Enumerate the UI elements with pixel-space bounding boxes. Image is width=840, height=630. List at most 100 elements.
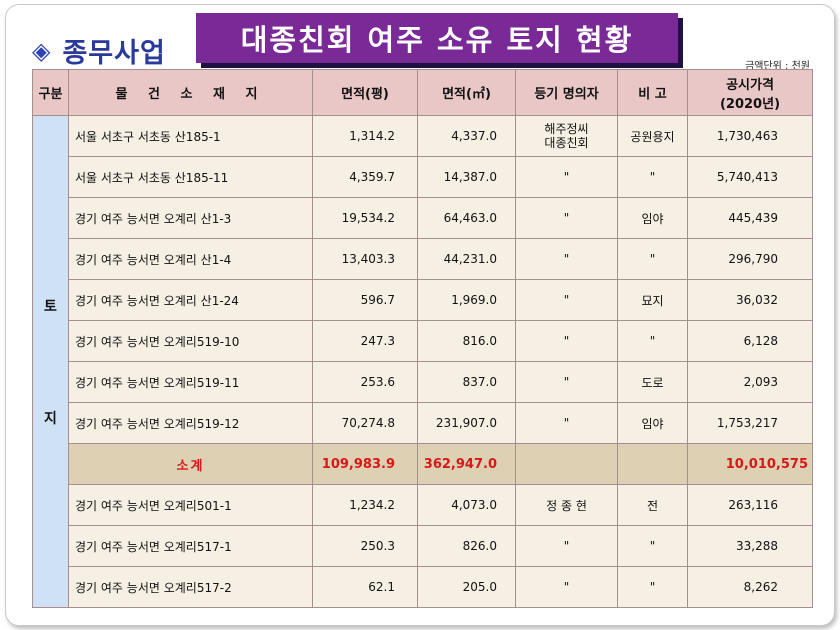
gubun-cell: 토 지 bbox=[32, 115, 69, 608]
table-row: 경기 여주 능서면 오계리 산1-4 13,403.3 44,231.0 " "… bbox=[33, 238, 813, 280]
cell-pyeong: 247.3 bbox=[312, 320, 418, 362]
cell-m2: 826.0 bbox=[417, 525, 516, 567]
cell-price: 1,753,217 bbox=[687, 402, 813, 444]
cell-location: 경기 여주 능서면 오계리 산1-24 bbox=[68, 279, 313, 321]
cell-location: 경기 여주 능서면 오계리 산1-4 bbox=[68, 238, 313, 280]
cell-owner: 해주정씨 대종친회 bbox=[515, 115, 618, 157]
section-heading: ◈ 종무사업 bbox=[32, 31, 166, 70]
unit-note: 금액단위 : 천원 bbox=[745, 61, 810, 72]
cell-pyeong: 13,403.3 bbox=[312, 238, 418, 280]
header-location: 물 건 소 재 지 bbox=[68, 69, 313, 116]
header-note: 비 고 bbox=[617, 69, 688, 116]
cell-m2: 231,907.0 bbox=[417, 402, 516, 444]
cell-owner: " bbox=[515, 361, 618, 403]
cell-pyeong: 253.6 bbox=[312, 361, 418, 403]
cell-owner: 정 종 현 bbox=[515, 484, 618, 526]
cell-pyeong: 70,274.8 bbox=[312, 402, 418, 444]
cell-price: 5,740,413 bbox=[687, 156, 813, 198]
cell-location: 경기 여주 능서면 오계리519-10 bbox=[68, 320, 313, 362]
owner-line-2: 대종친회 bbox=[544, 136, 589, 150]
section-label: 종무사업 bbox=[62, 38, 166, 69]
header-area-pyeong: 면적(평) bbox=[312, 69, 418, 116]
cell-owner: " bbox=[515, 238, 618, 280]
cell-pyeong: 1,314.2 bbox=[312, 115, 418, 157]
cell-owner: " bbox=[515, 402, 618, 444]
cell-note: 묘지 bbox=[617, 279, 688, 321]
cell-pyeong: 596.7 bbox=[312, 279, 418, 321]
cell-note: " bbox=[617, 566, 688, 608]
cell-m2: 64,463.0 bbox=[417, 197, 516, 239]
table-row: 경기 여주 능서면 오계리519-12 70,274.8 231,907.0 "… bbox=[33, 402, 813, 444]
table-row: 경기 여주 능서면 오계리501-1 1,234.2 4,073.0 정 종 현… bbox=[33, 484, 813, 526]
cell-m2: 837.0 bbox=[417, 361, 516, 403]
cell-pyeong: 1,234.2 bbox=[312, 484, 418, 526]
cell-price: 36,032 bbox=[687, 279, 813, 321]
cell-m2: 205.0 bbox=[417, 566, 516, 608]
cell-m2: 4,073.0 bbox=[417, 484, 516, 526]
subtotal-label: 소계 bbox=[68, 443, 313, 485]
header-owner: 등기 명의자 bbox=[515, 69, 618, 116]
header-row: 구분 물 건 소 재 지 면적(평) 면적(㎡) 등기 명의자 비 고 공시가격… bbox=[32, 69, 813, 116]
cell-pyeong: 62.1 bbox=[312, 566, 418, 608]
subtotal-price: 10,010,575 bbox=[687, 443, 813, 485]
cell-price: 2,093 bbox=[687, 361, 813, 403]
header-area-m2: 면적(㎡) bbox=[417, 69, 516, 116]
table-row: 서울 서초구 서초동 산185-11 4,359.7 14,387.0 " " … bbox=[33, 156, 813, 198]
table-row: 경기 여주 능서면 오계리519-10 247.3 816.0 " " 6,12… bbox=[33, 320, 813, 362]
table-row: 경기 여주 능서면 오계리519-11 253.6 837.0 " 도로 2,0… bbox=[33, 361, 813, 403]
owner-line-1: 해주정씨 bbox=[544, 122, 589, 136]
header-price-line1: 공시가격 bbox=[726, 77, 774, 93]
cell-price: 1,730,463 bbox=[687, 115, 813, 157]
cell-note: " bbox=[617, 320, 688, 362]
cell-m2: 14,387.0 bbox=[417, 156, 516, 198]
cell-owner: " bbox=[515, 525, 618, 567]
subtotal-m2: 362,947.0 bbox=[417, 443, 516, 485]
subtotal-pyeong: 109,983.9 bbox=[312, 443, 418, 485]
cell-note: 임야 bbox=[617, 197, 688, 239]
cell-m2: 1,969.0 bbox=[417, 279, 516, 321]
diamond-icon: ◈ bbox=[32, 36, 51, 65]
subtotal-note-empty bbox=[617, 443, 688, 485]
cell-price: 8,262 bbox=[687, 566, 813, 608]
cell-pyeong: 4,359.7 bbox=[312, 156, 418, 198]
subtotal-row: 소계 109,983.9 362,947.0 10,010,575 bbox=[33, 443, 813, 485]
cell-location: 서울 서초구 서초동 산185-11 bbox=[68, 156, 313, 198]
cell-location: 경기 여주 능서면 오계리517-1 bbox=[68, 525, 313, 567]
cell-owner: " bbox=[515, 156, 618, 198]
header-price: 공시가격 (2020년) bbox=[687, 69, 813, 116]
header-gubun: 구분 bbox=[32, 69, 69, 116]
cell-location: 서울 서초구 서초동 산185-1 bbox=[68, 115, 313, 157]
subtotal-owner-empty bbox=[515, 443, 618, 485]
cell-note: " bbox=[617, 525, 688, 567]
cell-price: 263,116 bbox=[687, 484, 813, 526]
land-table: 구분 물 건 소 재 지 면적(평) 면적(㎡) 등기 명의자 비 고 공시가격… bbox=[32, 69, 813, 608]
cell-note: 도로 bbox=[617, 361, 688, 403]
cell-owner: " bbox=[515, 279, 618, 321]
header-price-line2: (2020년) bbox=[719, 96, 781, 112]
cell-m2: 816.0 bbox=[417, 320, 516, 362]
table-row: 경기 여주 능서면 오계리517-1 250.3 826.0 " " 33,28… bbox=[33, 525, 813, 567]
cell-location: 경기 여주 능서면 오계리517-2 bbox=[68, 566, 313, 608]
cell-price: 445,439 bbox=[687, 197, 813, 239]
cell-note: 임야 bbox=[617, 402, 688, 444]
table-row: 토 지 서울 서초구 서초동 산185-1 1,314.2 4,337.0 해주… bbox=[32, 115, 813, 608]
cell-owner: " bbox=[515, 197, 618, 239]
cell-owner: " bbox=[515, 320, 618, 362]
cell-note: 전 bbox=[617, 484, 688, 526]
table-row: 경기 여주 능서면 오계리 산1-24 596.7 1,969.0 " 묘지 3… bbox=[33, 279, 813, 321]
cell-m2: 44,231.0 bbox=[417, 238, 516, 280]
cell-pyeong: 250.3 bbox=[312, 525, 418, 567]
cell-pyeong: 19,534.2 bbox=[312, 197, 418, 239]
table-row: 경기 여주 능서면 오계리517-2 62.1 205.0 " " 8,262 bbox=[33, 566, 813, 608]
cell-location: 경기 여주 능서면 오계리519-11 bbox=[68, 361, 313, 403]
gubun-char-1: 토 bbox=[44, 298, 57, 315]
cell-location: 경기 여주 능서면 오계리519-12 bbox=[68, 402, 313, 444]
cell-note: 공원용지 bbox=[617, 115, 688, 157]
cell-owner: " bbox=[515, 566, 618, 608]
cell-m2: 4,337.0 bbox=[417, 115, 516, 157]
gubun-char-2: 지 bbox=[44, 410, 57, 427]
cell-location: 경기 여주 능서면 오계리501-1 bbox=[68, 484, 313, 526]
cell-price: 296,790 bbox=[687, 238, 813, 280]
cell-price: 6,128 bbox=[687, 320, 813, 362]
cell-note: " bbox=[617, 238, 688, 280]
